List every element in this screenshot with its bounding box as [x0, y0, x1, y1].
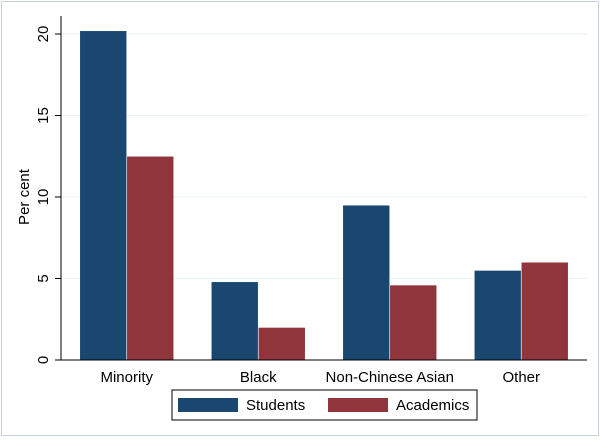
bars	[79, 30, 569, 361]
legend-swatch-academics	[328, 398, 388, 412]
x-tick-label: Minority	[100, 369, 153, 386]
bar-students-minority	[79, 30, 128, 361]
legend-label-students: Students	[246, 397, 305, 414]
y-tick-label: 15	[35, 107, 52, 124]
legend: Students Academics	[171, 389, 478, 421]
y-tick-label: 0	[35, 356, 52, 364]
bar-students-black	[210, 281, 259, 361]
x-tick-label: Non-Chinese Asian	[326, 369, 454, 386]
x-tick-label: Black	[240, 369, 277, 386]
bar-academics-black	[257, 327, 306, 361]
y-tick-label: 20	[35, 26, 52, 43]
legend-label-academics: Academics	[396, 397, 469, 414]
x-tick-label: Other	[502, 369, 540, 386]
bar-students-non-chinese-asian	[342, 204, 391, 361]
bar-students-other	[473, 270, 522, 361]
bar-academics-other	[520, 261, 569, 361]
y-tick-label: 10	[35, 189, 52, 206]
legend-swatch-students	[178, 398, 238, 412]
y-tick-label: 5	[35, 274, 52, 282]
y-axis-label: Per cent	[16, 168, 33, 225]
bar-academics-minority	[126, 155, 175, 361]
bar-chart: 0 5 10 15 20 Minority Black Non-Chinese Asian Ot…	[16, 16, 587, 421]
axes: 0 5 10 15 20 Minority Black Non-Chinese Asian Ot…	[35, 16, 587, 386]
bar-academics-non-chinese-asian	[389, 284, 438, 361]
